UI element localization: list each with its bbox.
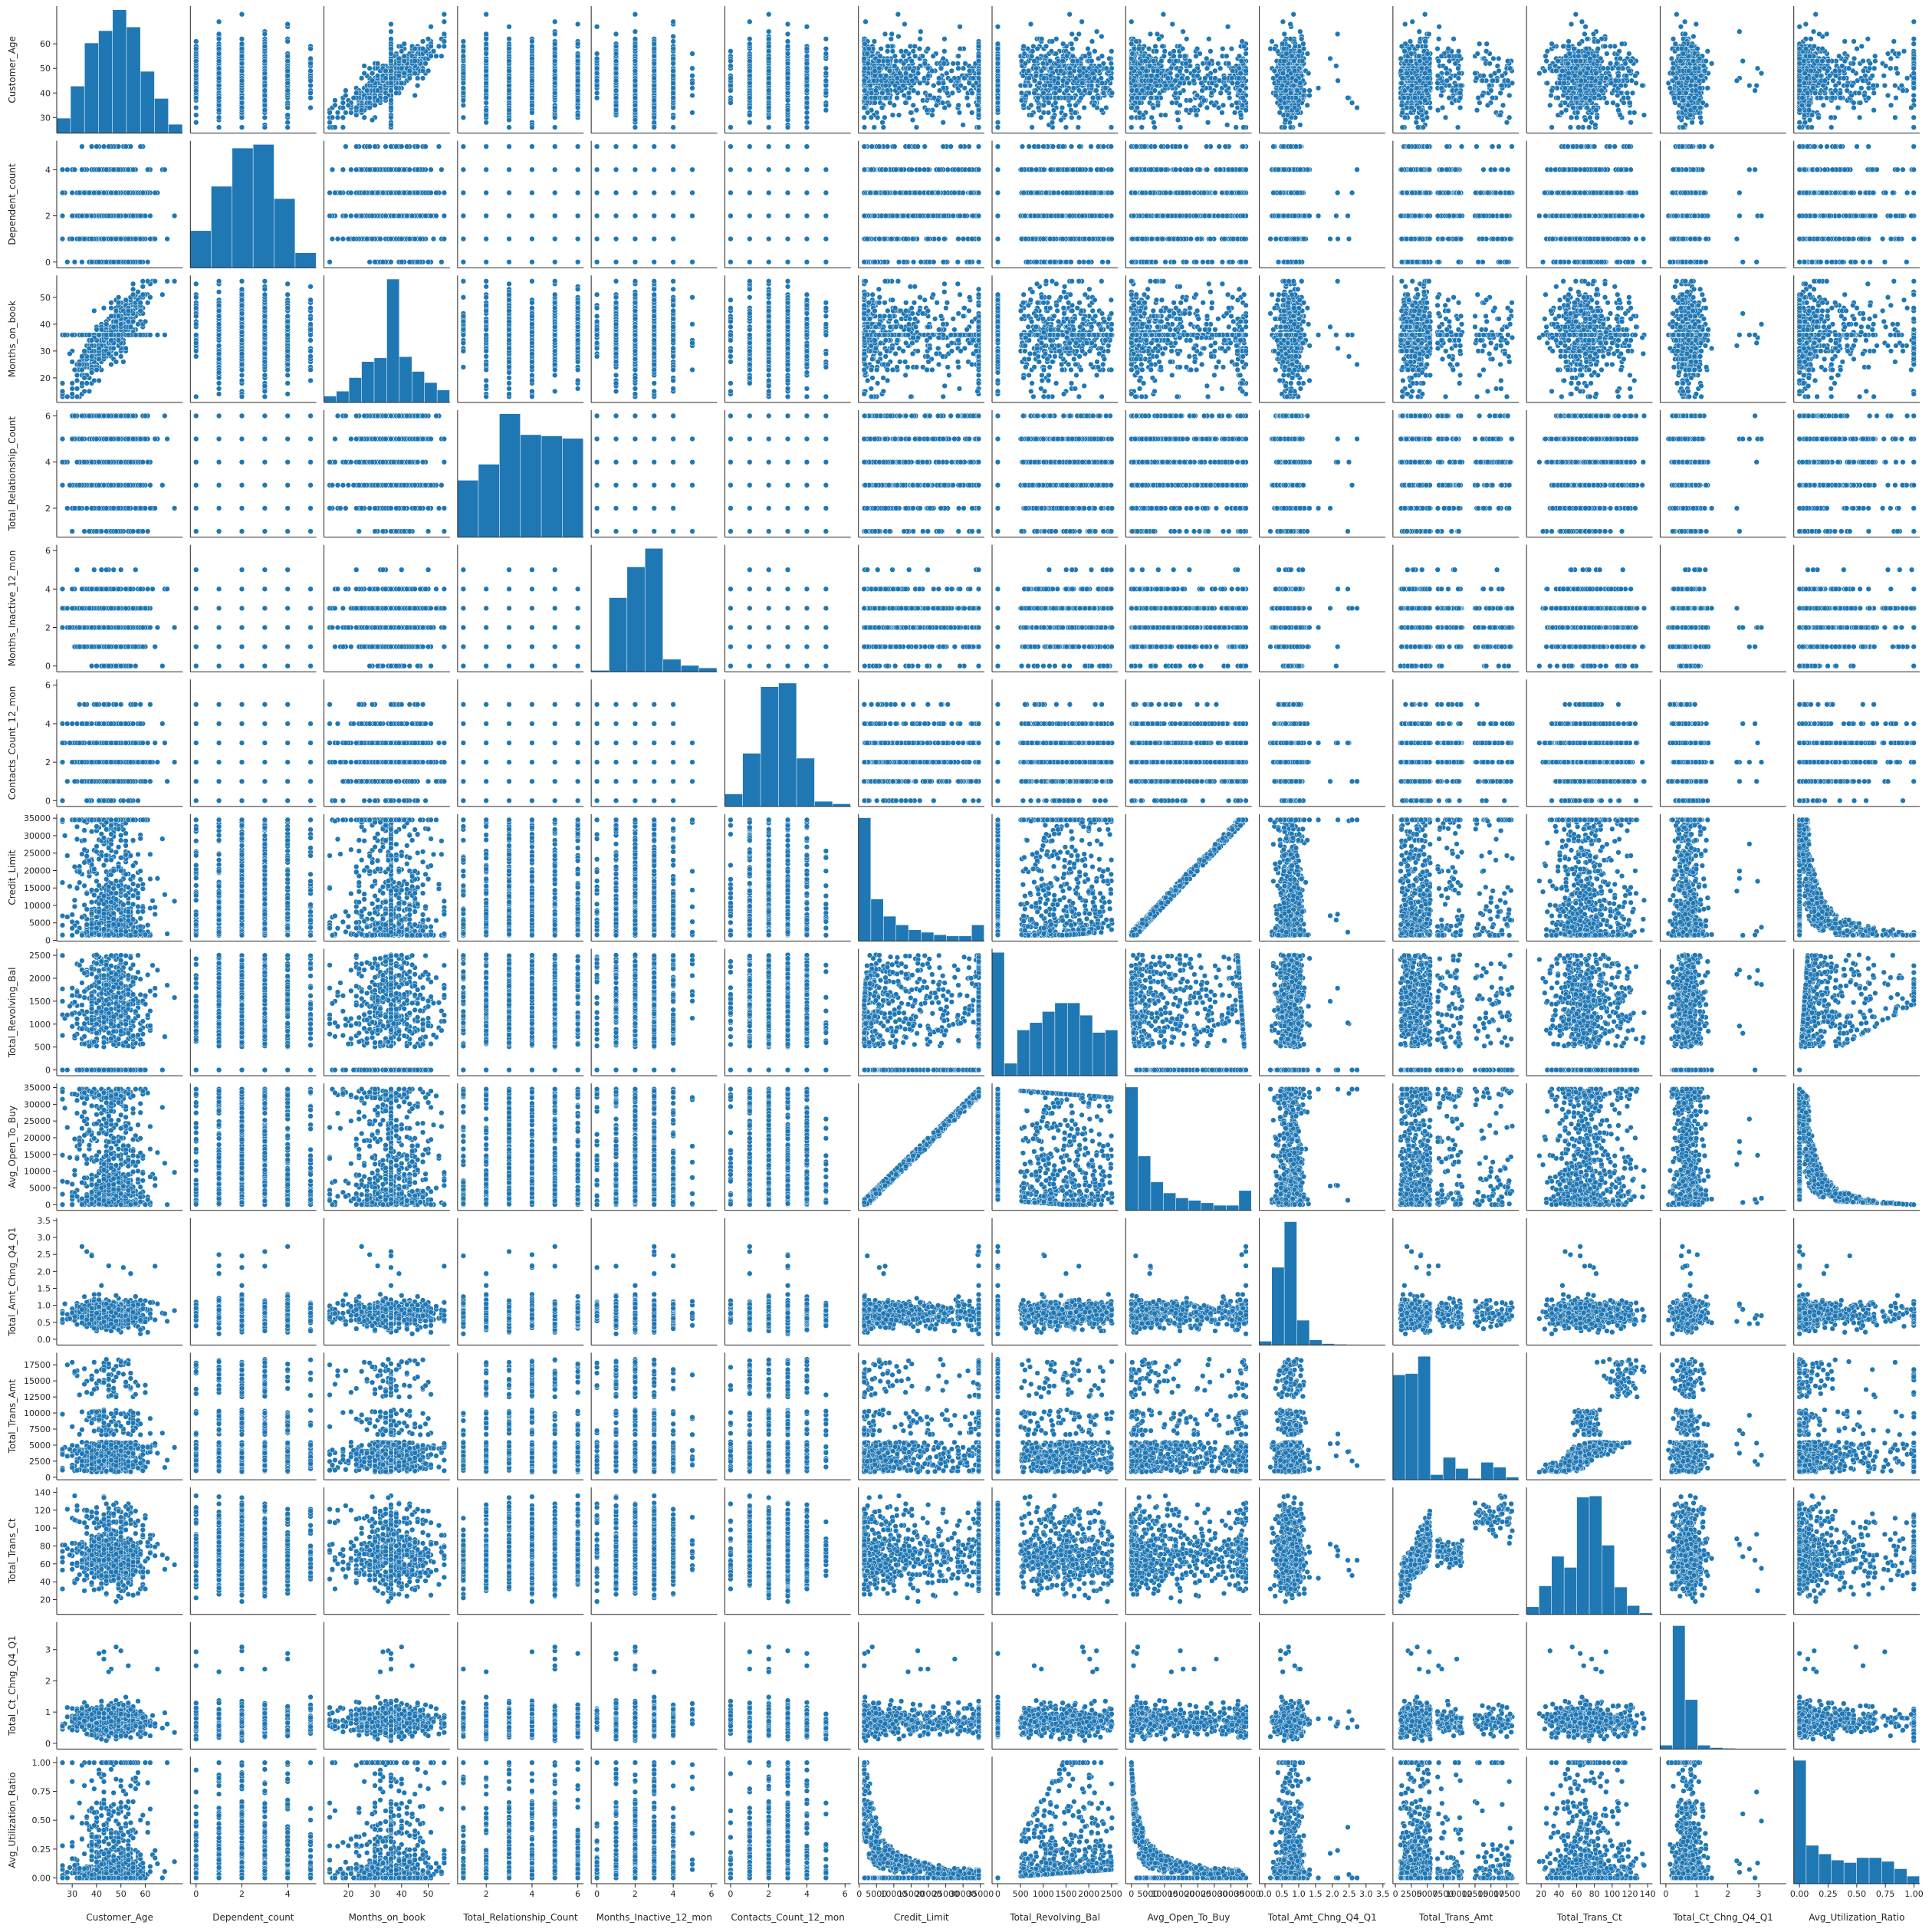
scatter-point	[285, 113, 291, 118]
hist-bar	[57, 118, 71, 133]
scatter-point	[285, 120, 291, 125]
scatter-point	[193, 105, 199, 110]
hist-bar	[141, 71, 155, 133]
scatter-point	[285, 125, 291, 130]
scatter-point	[193, 39, 199, 44]
hist-bar	[85, 43, 99, 133]
panel-Customer_Age-vs-Customer_Age: 30 40 50 60	[40, 6, 182, 133]
hist-bar	[169, 124, 182, 133]
y-tick-label: 50	[40, 64, 51, 74]
panel-Customer_Age-vs-Dependent_count	[190, 6, 316, 133]
hist-bar	[155, 99, 169, 133]
y-tick-label: 30	[40, 113, 51, 123]
scatter-point	[216, 125, 222, 130]
pairplot-cells: 3040506002420304050246024602460500010000…	[24, 6, 1924, 1899]
hist-bar	[99, 31, 113, 133]
y-tick-label: 60	[40, 39, 51, 49]
y-tick-label: 40	[40, 88, 51, 98]
hist-bar	[127, 27, 140, 133]
scatter-point	[262, 115, 268, 120]
hist-bar	[71, 87, 84, 133]
hist-bar	[113, 10, 127, 133]
scatter-point	[285, 21, 291, 27]
